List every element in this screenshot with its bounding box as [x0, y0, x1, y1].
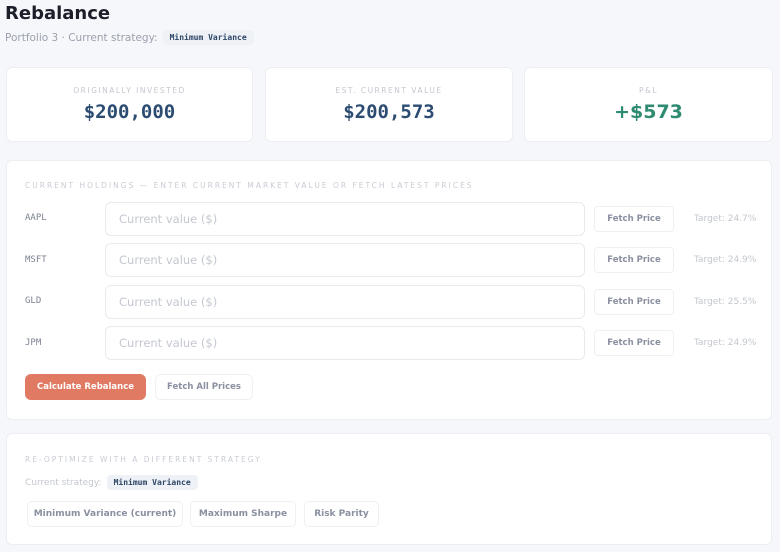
subtitle-text: Portfolio 3 · Current strategy:	[5, 31, 158, 44]
target-label: Target: 24.9%	[694, 255, 757, 265]
calculate-rebalance-button[interactable]: Calculate Rebalance	[25, 374, 146, 400]
stat-value: +$573	[614, 101, 683, 123]
value-input-msft[interactable]	[105, 243, 585, 277]
reoptimize-title: RE-OPTIMIZE WITH A DIFFERENT STRATEGY	[25, 455, 262, 464]
strategy-option-maximum-sharpe[interactable]: Maximum Sharpe	[190, 501, 296, 527]
fetch-price-button-aapl[interactable]: Fetch Price	[594, 206, 674, 232]
fetch-price-button-gld[interactable]: Fetch Price	[594, 289, 674, 315]
current-strategy-label: Current strategy:	[25, 477, 102, 488]
current-strategy-badge: Minimum Variance	[106, 475, 198, 490]
stat-value: $200,573	[343, 101, 435, 123]
value-input-aapl[interactable]	[105, 202, 585, 236]
page-title: Rebalance	[5, 3, 111, 24]
strategy-option-risk-parity[interactable]: Risk Parity	[304, 501, 379, 527]
fetch-all-prices-button[interactable]: Fetch All Prices	[155, 374, 253, 400]
target-label: Target: 24.9%	[694, 338, 757, 348]
strategy-option-minimum-variance[interactable]: Minimum Variance (current)	[27, 501, 183, 527]
value-input-jpm[interactable]	[105, 326, 585, 360]
stat-originally-invested: ORIGINALLY INVESTED $200,000	[6, 67, 253, 142]
holdings-card: CURRENT HOLDINGS — ENTER CURRENT MARKET …	[6, 160, 772, 420]
stat-label: P&L	[638, 86, 659, 95]
target-label: Target: 25.5%	[694, 297, 757, 307]
reoptimize-card: RE-OPTIMIZE WITH A DIFFERENT STRATEGY Cu…	[6, 433, 772, 545]
ticker-label: MSFT	[25, 255, 47, 265]
ticker-label: AAPL	[25, 213, 47, 223]
target-label: Target: 24.7%	[694, 214, 757, 224]
fetch-price-button-jpm[interactable]: Fetch Price	[594, 330, 674, 356]
stat-label: EST. CURRENT VALUE	[335, 86, 443, 95]
stat-label: ORIGINALLY INVESTED	[73, 86, 186, 95]
current-strategy-row: Current strategy: Minimum Variance	[25, 475, 198, 490]
strategy-badge: Minimum Variance	[162, 30, 254, 45]
fetch-price-button-msft[interactable]: Fetch Price	[594, 247, 674, 273]
value-input-gld[interactable]	[105, 285, 585, 319]
stat-pnl: P&L +$573	[524, 67, 773, 142]
ticker-label: JPM	[25, 338, 42, 348]
page-subtitle: Portfolio 3 · Current strategy: Minimum …	[5, 30, 254, 45]
stat-est-current-value: EST. CURRENT VALUE $200,573	[265, 67, 513, 142]
ticker-label: GLD	[25, 296, 42, 306]
stat-value: $200,000	[83, 101, 176, 123]
holdings-title: CURRENT HOLDINGS — ENTER CURRENT MARKET …	[25, 181, 474, 190]
